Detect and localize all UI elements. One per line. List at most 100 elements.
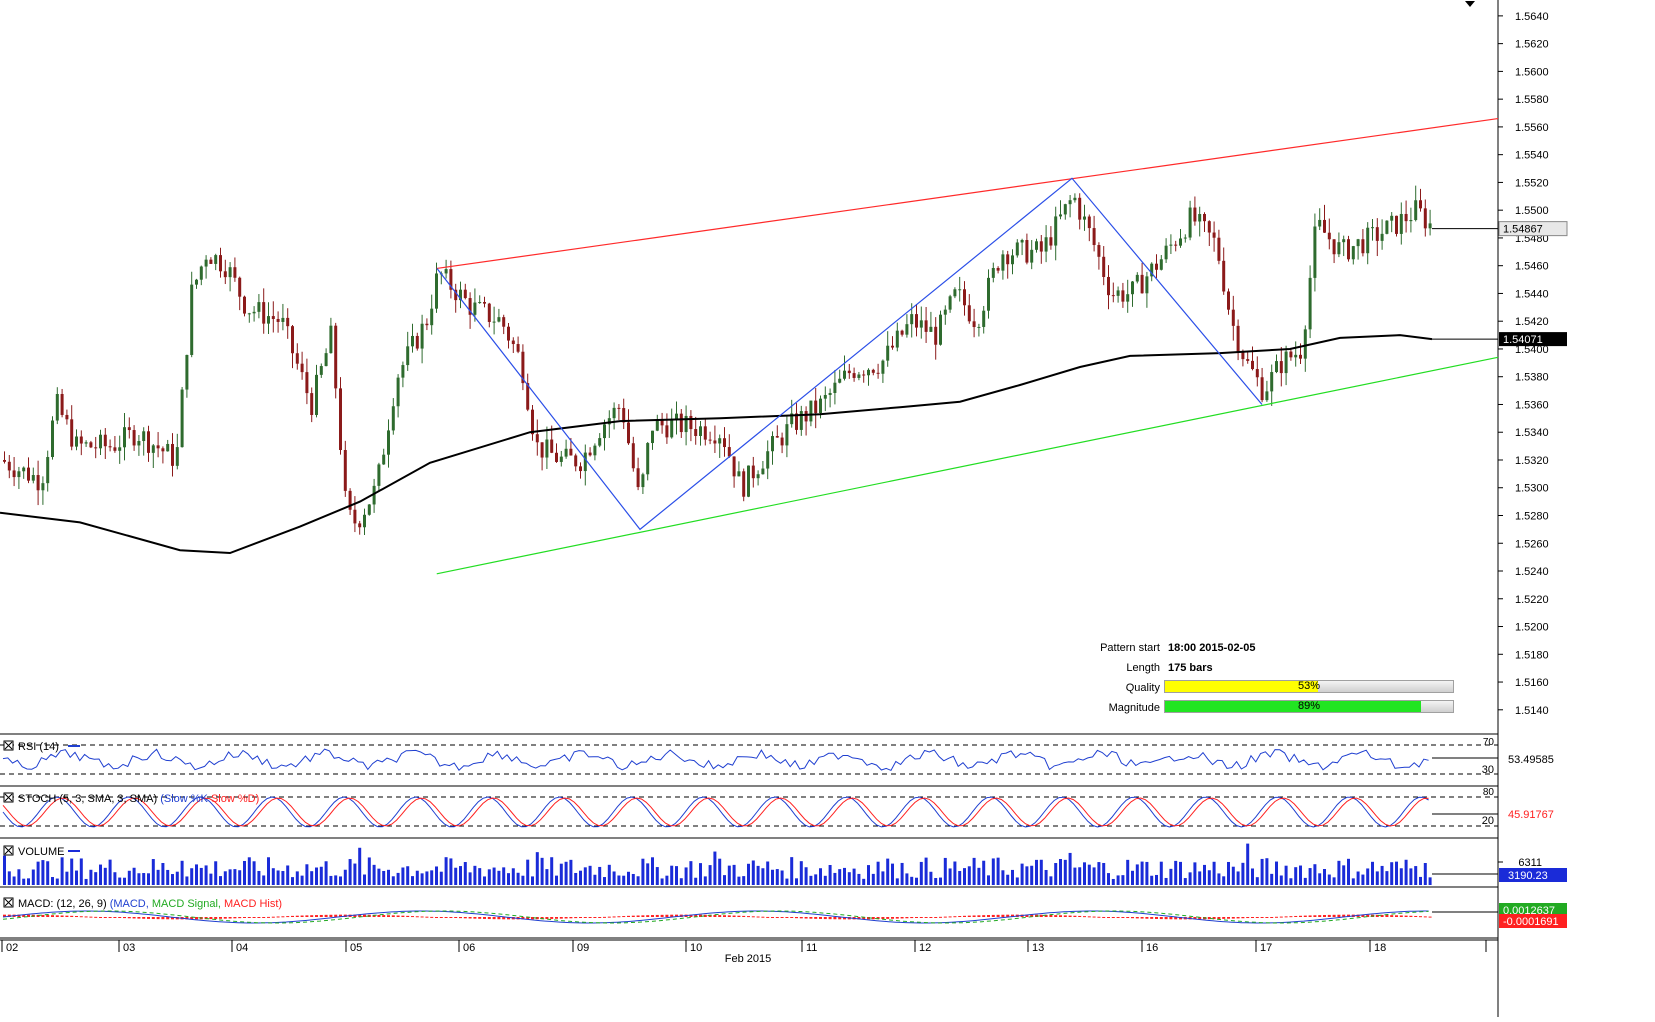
volume-bar — [22, 878, 26, 885]
candle-body — [531, 409, 534, 435]
macd-hist-bar — [747, 916, 750, 918]
volume-bar — [526, 859, 530, 885]
macd-hist-bar — [555, 917, 558, 919]
bullish-candle — [228, 262, 232, 292]
volume-bar — [209, 873, 213, 885]
bearish-candle — [1361, 229, 1365, 257]
candle-body — [684, 415, 688, 433]
macd-hist-bar — [1409, 915, 1413, 917]
macd-hist-bar — [612, 916, 616, 918]
macd-hist-bar — [147, 917, 150, 919]
macd-hist-bar — [627, 915, 630, 917]
macd-hist-bar — [1159, 917, 1163, 920]
volume-bar — [727, 865, 731, 885]
volume-bar — [1044, 869, 1048, 885]
bullish-candle — [982, 305, 986, 334]
candle-body — [1073, 197, 1077, 201]
macd-hist-bar — [1327, 914, 1331, 917]
pattern-length-value: 175 bars — [1168, 662, 1213, 674]
bearish-candle — [291, 325, 294, 369]
price-tick-label: 1.5540 — [1515, 150, 1549, 162]
candle-body — [732, 456, 736, 477]
macd-hist-bar — [588, 917, 592, 918]
volume-bar — [1303, 877, 1307, 885]
bullish-candle — [1001, 250, 1005, 280]
macd-hist-bar — [579, 917, 582, 918]
volume-bar — [655, 867, 659, 885]
volume-bar — [108, 859, 112, 885]
macd-hist-bar — [22, 914, 26, 917]
stoch-d-line — [2, 797, 1429, 827]
candle-body — [1059, 214, 1062, 217]
macd-hist-bar — [17, 914, 21, 917]
candle-body — [396, 377, 400, 407]
macd-hist-bar — [1097, 916, 1101, 918]
bullish-candle — [905, 314, 909, 338]
macd-hist-bar — [1366, 914, 1370, 917]
macd-hist-bar — [924, 917, 928, 918]
macd-hist-bar — [1337, 914, 1341, 917]
volume-bar — [1409, 868, 1413, 885]
candle-body — [1419, 200, 1422, 209]
volume-bar — [324, 861, 328, 885]
volume-bar — [70, 858, 74, 885]
volume-bar — [1289, 878, 1293, 885]
bullish-candle — [1265, 380, 1269, 402]
volume-bar — [391, 876, 395, 885]
candle-body — [1222, 260, 1226, 292]
date-tick-label: 03 — [123, 942, 135, 954]
bullish-candle — [1284, 345, 1288, 386]
macd-hist-bar — [353, 914, 357, 917]
bearish-candle — [1140, 262, 1144, 294]
bearish-candle — [79, 430, 83, 456]
candle-body — [689, 415, 693, 430]
bearish-candle — [1121, 282, 1125, 308]
macd-hist-bar — [1299, 915, 1302, 917]
macd-hist-bar — [415, 916, 419, 918]
candle-body — [934, 326, 938, 345]
candle-body — [391, 406, 395, 431]
bearish-candle — [521, 344, 525, 391]
candle-body — [1207, 221, 1211, 233]
bullish-candle — [718, 434, 722, 458]
price-tick-label: 1.5200 — [1515, 622, 1549, 634]
candle-body — [1414, 200, 1418, 221]
stoch-level-80-label: 80 — [1483, 787, 1495, 798]
bearish-candle — [531, 404, 534, 441]
candle-body — [1193, 207, 1197, 222]
volume-bar — [339, 876, 342, 885]
bearish-candle — [339, 377, 342, 455]
volume-bar — [1337, 860, 1341, 885]
volume-bar — [367, 857, 371, 885]
volume-bar — [1111, 878, 1115, 885]
candle-body — [555, 452, 558, 462]
candle-body — [1049, 237, 1053, 246]
macd-hist-bar — [271, 916, 275, 918]
price-tick-label: 1.5360 — [1515, 399, 1549, 411]
bullish-candle — [377, 462, 381, 493]
bearish-candle — [804, 406, 808, 436]
bearish-candle — [579, 462, 582, 479]
candle-body — [502, 317, 506, 327]
volume-bar — [310, 871, 314, 885]
macd-hist-bar — [454, 917, 458, 918]
volume-bar — [41, 860, 45, 885]
candle-body — [996, 267, 1000, 271]
candle-body — [631, 443, 635, 469]
volume-bar — [185, 876, 189, 885]
volume-bar — [1020, 863, 1024, 885]
macd-hist-bar — [804, 917, 808, 919]
candle-body — [718, 438, 722, 444]
volume-bar — [372, 864, 376, 885]
macd-hist-bar — [435, 917, 438, 918]
date-tick-label: 13 — [1032, 942, 1044, 954]
volume-bar — [521, 875, 525, 885]
macd-hist-bar — [1054, 915, 1058, 917]
candle-body — [1366, 227, 1370, 254]
candle-body — [1135, 274, 1139, 282]
volume-bar — [598, 866, 602, 885]
volume-bar — [646, 863, 650, 885]
bearish-candle — [1193, 196, 1197, 226]
candle-body — [521, 351, 525, 384]
date-tick-label: 11 — [806, 942, 817, 954]
